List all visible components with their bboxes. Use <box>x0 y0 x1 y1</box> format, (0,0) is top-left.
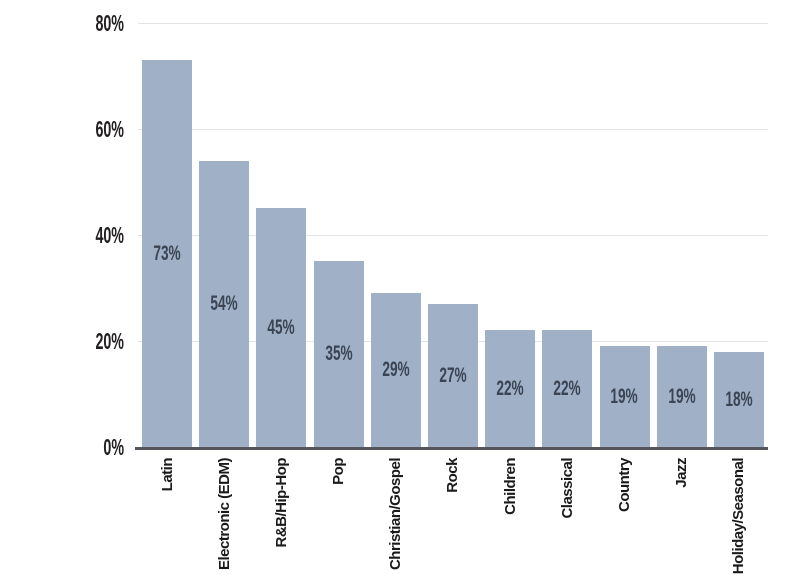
bar-value-label: 54% <box>210 292 238 315</box>
bar-value-label: 29% <box>382 358 410 381</box>
bar-value-label: 73% <box>153 241 181 265</box>
y-tick-label: 0% <box>103 434 124 460</box>
x-axis-label: Jazz <box>673 458 691 488</box>
bar: 54% <box>199 161 250 447</box>
gridline <box>138 235 768 236</box>
x-axis-label-cell: Children <box>485 458 535 515</box>
bar-value-label: 45% <box>267 315 296 339</box>
x-axis-label: Children <box>501 458 519 515</box>
x-axis-label: R&B/Hip-Hop <box>272 458 290 548</box>
x-axis-label-cell: Electronic (EDM) <box>199 458 249 570</box>
bar-value-label: 22% <box>496 376 524 400</box>
bar: 35% <box>313 261 364 447</box>
bar: 29% <box>370 293 421 447</box>
x-axis-label-cell: Classical <box>542 458 592 519</box>
bar: 18% <box>713 352 764 447</box>
y-tick-label: 20% <box>95 328 124 354</box>
x-axis-label: Pop <box>330 458 348 485</box>
bar: 22% <box>485 330 536 447</box>
y-tick-label: 80% <box>95 10 124 36</box>
x-axis-label: Latin <box>158 458 176 492</box>
x-axis-label-cell: R&B/Hip-Hop <box>256 458 306 547</box>
bar-value-label: 22% <box>553 376 581 400</box>
bar-chart: 0% 20% 40% 60% 80% 73% 54% 45% 35% 29% 27% 22% 22% 1… <box>0 0 768 574</box>
bar: 45% <box>256 208 307 447</box>
x-axis-label: Holiday/Seasonal <box>730 458 748 574</box>
gridline <box>138 129 768 130</box>
gridline <box>138 23 768 24</box>
x-axis-label: Christian/Gospel <box>387 458 405 571</box>
bar-value-label: 18% <box>725 387 753 411</box>
bar: 22% <box>542 330 593 447</box>
x-axis-label-cell: Rock <box>428 458 478 493</box>
x-axis-label: Country <box>616 458 633 512</box>
y-tick-label: 40% <box>95 222 124 248</box>
bar: 73% <box>142 60 192 447</box>
y-axis: 0% 20% 40% 60% 80% <box>0 0 124 460</box>
bar: 19% <box>599 346 650 447</box>
x-axis-label-cell: Pop <box>314 458 364 485</box>
bars-layer: 73% 54% 45% 35% 29% 27% 22% 22% 19% 19% 18% <box>138 0 768 447</box>
bar-value-label: 35% <box>324 342 353 365</box>
x-axis-label-cell: Jazz <box>657 458 707 488</box>
x-axis-label-cell: Country <box>600 458 650 512</box>
x-axis-label-cell: Holiday/Seasonal <box>714 458 764 574</box>
x-axis-label: Rock <box>444 458 462 493</box>
bar-value-label: 27% <box>439 363 467 387</box>
bar-value-label: 19% <box>668 384 696 408</box>
x-axis-label: Classical <box>558 458 576 519</box>
x-axis-label: Electronic (EDM) <box>215 458 233 571</box>
bar: 19% <box>656 346 707 447</box>
x-axis-line <box>135 447 768 450</box>
x-axis-label-cell: Latin <box>142 458 192 491</box>
x-axis-label-cell: Christian/Gospel <box>371 458 421 570</box>
x-axis-labels: Latin Electronic (EDM) R&B/Hip-Hop Pop Chris… <box>138 458 768 574</box>
bar: 27% <box>427 304 478 447</box>
bar-value-label: 19% <box>610 384 639 408</box>
y-tick-label: 60% <box>95 116 124 142</box>
